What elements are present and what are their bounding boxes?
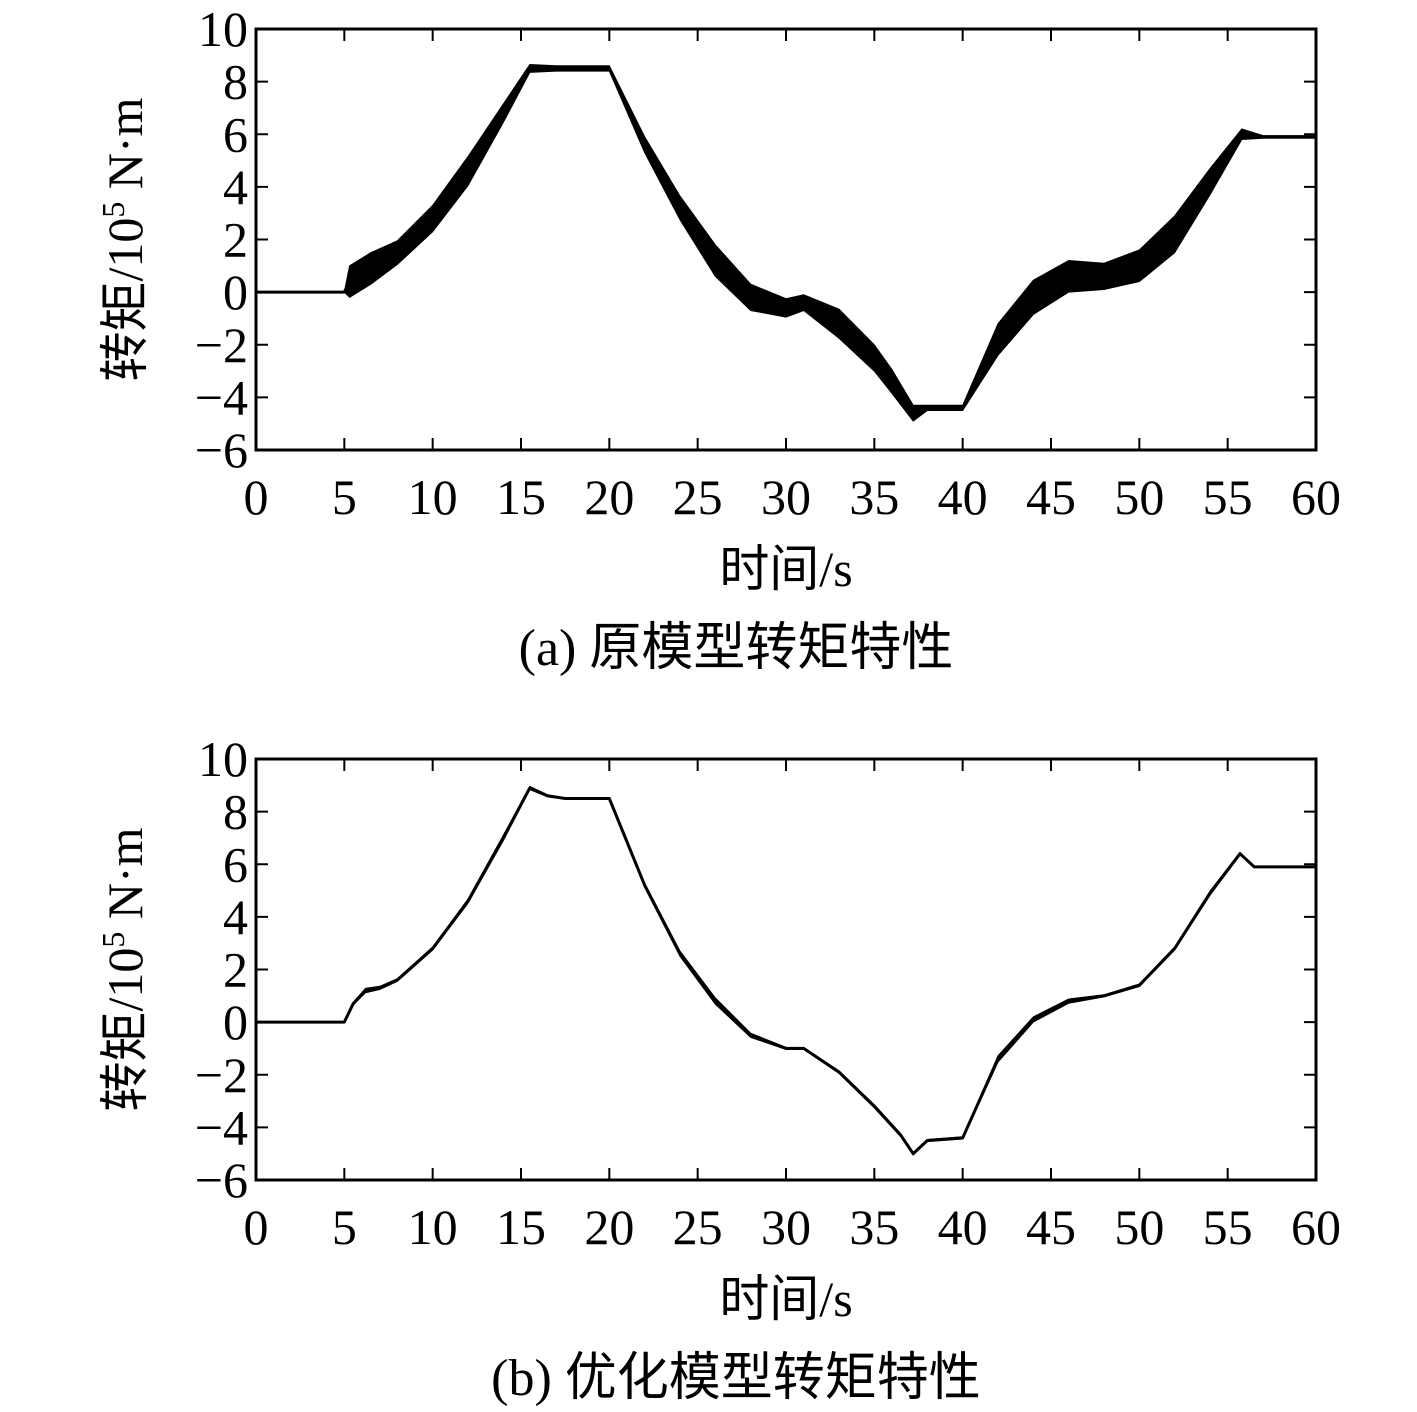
y-axis-label-unit-a: N·m <box>97 97 153 201</box>
y-tick-label-b-4: 2 <box>223 942 248 998</box>
x-tick-label-b-6: 30 <box>761 1199 811 1255</box>
y-tick-label-b-3: 0 <box>223 994 248 1050</box>
y-tick-label-b-1: −4 <box>195 1099 248 1155</box>
x-tick-label-a-8: 40 <box>938 469 988 525</box>
x-tick-labels-a: 0 5 10 15 20 25 30 35 40 45 50 55 60 <box>244 469 1342 525</box>
x-tick-label-b-4: 20 <box>584 1199 634 1255</box>
y-axis-label-main-a: 转矩/10 <box>97 218 153 382</box>
x-tick-label-b-5: 25 <box>673 1199 723 1255</box>
y-axis-label-sup-b: 5 <box>95 932 131 948</box>
x-axis-label-a: 时间/s <box>719 541 852 597</box>
y-tick-label-a-5: 4 <box>223 159 248 215</box>
series-layer-a <box>256 63 1317 422</box>
x-axis-label-b: 时间/s <box>719 1271 852 1327</box>
y-tick-label-a-1: −4 <box>195 369 248 425</box>
x-tick-label-b-1: 5 <box>332 1199 357 1255</box>
caption-a: (a) 原模型转矩特性 <box>519 620 954 677</box>
x-tick-label-a-4: 20 <box>584 469 634 525</box>
y-tick-label-a-7: 8 <box>223 54 248 110</box>
x-tick-label-a-12: 60 <box>1291 469 1341 525</box>
plot-frame-b <box>254 757 1318 1182</box>
x-tick-label-b-12: 60 <box>1291 1199 1341 1255</box>
x-tick-label-a-10: 50 <box>1114 469 1164 525</box>
x-tick-label-b-8: 40 <box>938 1199 988 1255</box>
y-axis-label-a: 转矩/105 N·m <box>95 97 153 381</box>
y-tick-label-b-5: 4 <box>223 889 248 945</box>
y-axis-label-sup-a: 5 <box>95 202 131 218</box>
x-tick-label-a-1: 5 <box>332 469 357 525</box>
x-tick-label-a-2: 10 <box>408 469 458 525</box>
x-tick-label-b-3: 15 <box>496 1199 546 1255</box>
series-band-a-0 <box>256 63 1317 422</box>
y-tick-label-b-0: −6 <box>195 1152 248 1208</box>
series-line-b-0 <box>256 786 1316 1156</box>
y-tick-label-a-0: −6 <box>195 422 248 478</box>
x-tick-label-b-11: 55 <box>1203 1199 1253 1255</box>
series-line-a-0 <box>256 67 1316 415</box>
y-tick-label-a-8: 10 <box>198 1 248 57</box>
x-tick-label-b-9: 45 <box>1026 1199 1076 1255</box>
x-tick-label-a-0: 0 <box>244 469 269 525</box>
x-tick-label-a-3: 15 <box>496 469 546 525</box>
y-axis-label-unit-b: N·m <box>97 827 153 931</box>
x-tick-label-a-6: 30 <box>761 469 811 525</box>
caption-b: (b) 优化模型转矩特性 <box>491 1350 981 1407</box>
y-tick-label-a-4: 2 <box>223 212 248 268</box>
series-layer-b <box>256 785 1317 1156</box>
y-tick-label-a-3: 0 <box>223 264 248 320</box>
y-axis-label-b: 转矩/105 N·m <box>95 827 153 1111</box>
x-tick-label-a-9: 45 <box>1026 469 1076 525</box>
y-tick-label-b-7: 8 <box>223 784 248 840</box>
x-tick-label-a-11: 55 <box>1203 469 1253 525</box>
y-tick-label-b-6: 6 <box>223 836 248 892</box>
y-tick-label-b-2: −2 <box>195 1047 248 1103</box>
ticks-b <box>255 758 1317 1181</box>
y-tick-label-a-2: −2 <box>195 317 248 373</box>
x-tick-label-b-0: 0 <box>244 1199 269 1255</box>
x-tick-label-b-10: 50 <box>1114 1199 1164 1255</box>
ticks-a <box>255 28 1317 451</box>
x-tick-label-a-7: 35 <box>849 469 899 525</box>
x-tick-labels-b: 0 5 10 15 20 25 30 35 40 45 50 55 60 <box>244 1199 1342 1255</box>
y-axis-label-main-b: 转矩/10 <box>97 948 153 1112</box>
x-tick-label-b-7: 35 <box>849 1199 899 1255</box>
y-tick-label-b-8: 10 <box>198 731 248 787</box>
x-tick-label-b-2: 10 <box>408 1199 458 1255</box>
x-tick-label-a-5: 25 <box>673 469 723 525</box>
series-band-b-0 <box>256 785 1317 1156</box>
y-tick-label-a-6: 6 <box>223 106 248 162</box>
